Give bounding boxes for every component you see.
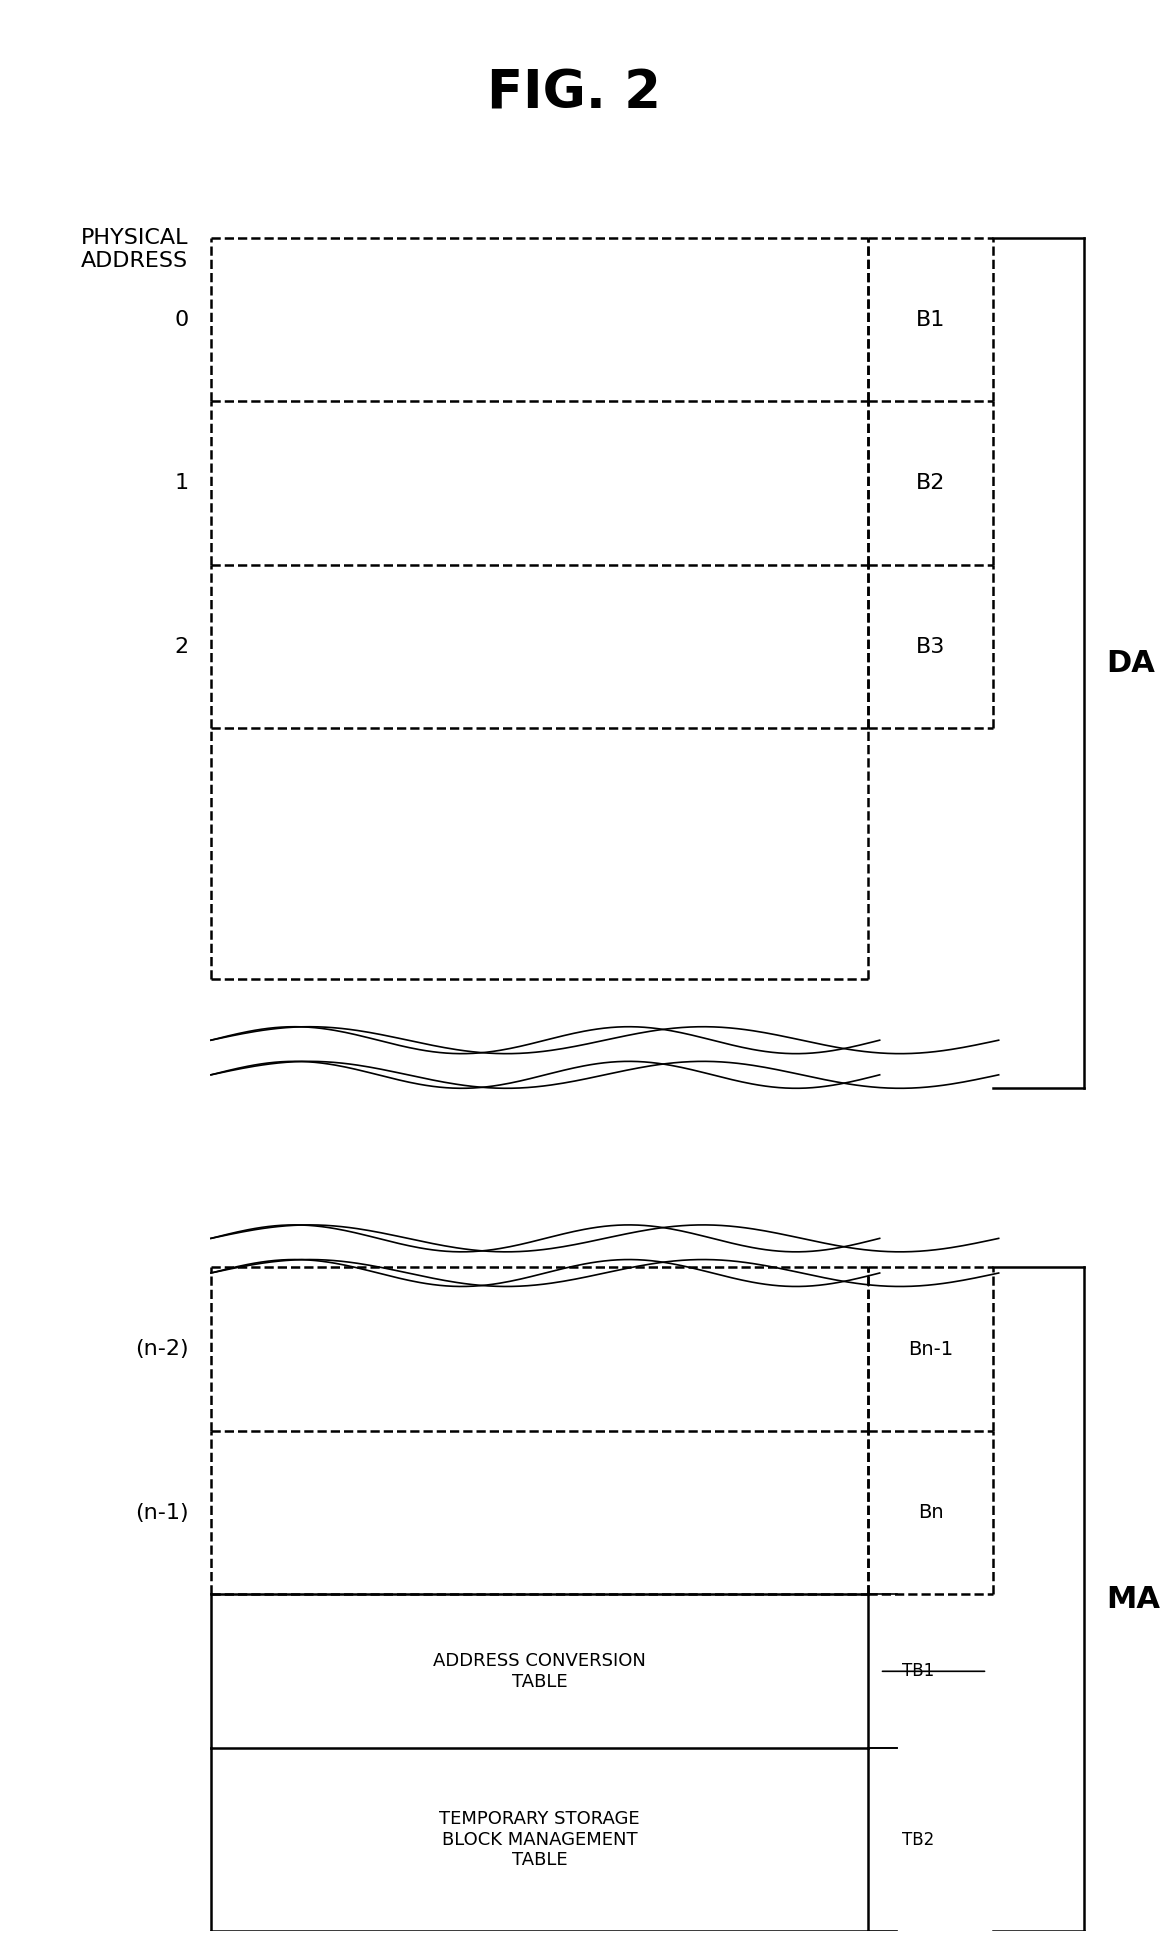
- Text: 1: 1: [174, 473, 188, 492]
- Text: (n-2): (n-2): [135, 1339, 188, 1359]
- Text: 2: 2: [174, 638, 188, 657]
- Text: Bn-1: Bn-1: [909, 1339, 953, 1359]
- Text: FIG. 2: FIG. 2: [487, 68, 661, 120]
- Text: B3: B3: [916, 638, 945, 657]
- Text: MA: MA: [1106, 1585, 1160, 1614]
- Text: 0: 0: [174, 310, 188, 329]
- Text: (n-1): (n-1): [135, 1502, 188, 1523]
- Text: B2: B2: [916, 473, 945, 492]
- Text: TB1: TB1: [903, 1663, 935, 1680]
- Text: ADDRESS CONVERSION
TABLE: ADDRESS CONVERSION TABLE: [433, 1651, 646, 1690]
- Text: TEMPORARY STORAGE
BLOCK MANAGEMENT
TABLE: TEMPORARY STORAGE BLOCK MANAGEMENT TABLE: [439, 1810, 640, 1870]
- Text: TB2: TB2: [903, 1831, 935, 1849]
- Text: PHYSICAL
ADDRESS: PHYSICAL ADDRESS: [81, 229, 188, 271]
- Text: DA: DA: [1106, 649, 1155, 678]
- Text: Bn: Bn: [918, 1504, 944, 1521]
- Text: B1: B1: [916, 310, 945, 329]
